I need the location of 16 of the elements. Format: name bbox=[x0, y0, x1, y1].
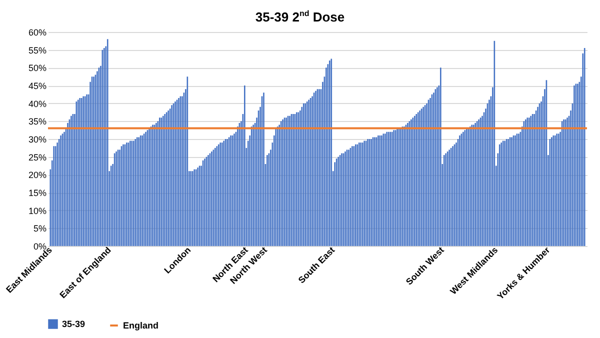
y-tick-label: 40% bbox=[28, 98, 46, 109]
y-tick-label: 5% bbox=[33, 224, 46, 234]
y-tick-label: 25% bbox=[28, 152, 46, 162]
y-tick-label: 10% bbox=[28, 206, 46, 216]
y-tick-label: 35% bbox=[28, 116, 46, 127]
y-tick-label: 60% bbox=[28, 28, 46, 38]
y-tick-label: 55% bbox=[28, 45, 46, 56]
y-tick-label: 50% bbox=[28, 63, 46, 74]
y-tick-label: 15% bbox=[28, 188, 46, 198]
chart-title: 35-39 2$^{nd}$ Dose bbox=[254, 8, 346, 24]
legend-label: England bbox=[123, 320, 158, 330]
y-tick-label: 45% bbox=[28, 81, 46, 91]
y-tick-label: 30% bbox=[28, 134, 46, 144]
y-tick-label: 20% bbox=[28, 170, 46, 180]
legend-label: 35-39 bbox=[62, 319, 86, 330]
y-tick-label: 0% bbox=[33, 242, 46, 252]
